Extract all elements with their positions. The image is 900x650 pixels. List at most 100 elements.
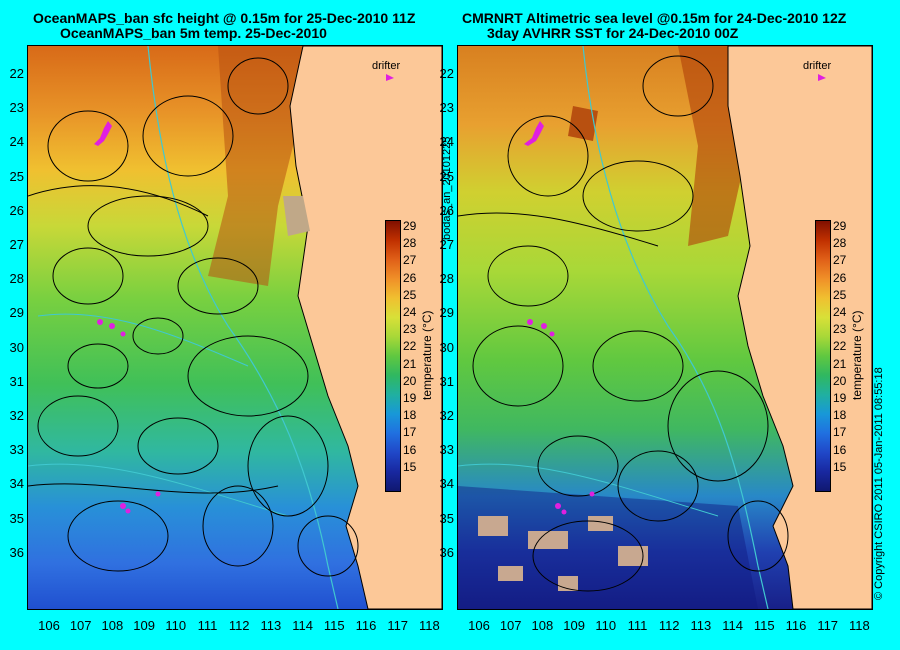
right-longitude-label: 113 [690, 618, 712, 633]
right-colorbar-tick: 19 [833, 391, 847, 405]
left-latitude-label: 23 [9, 100, 24, 116]
left-colorbar-tick: 18 [403, 408, 417, 423]
left-colorbar-tick: 22 [403, 339, 417, 354]
left-longitude-label: 113 [260, 618, 282, 633]
left-longitude-label: 108 [101, 618, 124, 633]
right-drifter-label: drifter [803, 60, 832, 72]
right-map-svg [458, 46, 872, 609]
left-colorbar-tick: 17 [403, 425, 417, 440]
left-longitude-label: 118 [419, 618, 440, 633]
left-colorbar-tick: 23 [403, 322, 417, 337]
left-colorbar-tick: 19 [403, 391, 417, 405]
right-latitude-label: 26 [439, 202, 454, 218]
left-longitude-label: 109 [133, 618, 155, 633]
right-latitude-label: 35 [439, 510, 454, 526]
left-colorbar-tick: 24 [403, 305, 417, 319]
right-colorbar [815, 220, 831, 492]
right-title-line2: 3day AVHRR SST for 24-Dec-2010 00Z [487, 25, 739, 41]
island-grey [283, 196, 310, 236]
left-longitude-label: 111 [197, 618, 218, 633]
left-colorbar-tick: 15 [403, 459, 417, 474]
left-colorbar-tick: 25 [403, 287, 417, 302]
right-colorbar-tick: 26 [833, 270, 847, 285]
left-latitude-label: 36 [9, 544, 24, 560]
left-title-line1: OceanMAPS_ban sfc height @ 0.15m for 25-… [33, 10, 416, 26]
left-title-line2: OceanMAPS_ban 5m temp. 25-Dec-2010 [60, 25, 327, 41]
isobath-line [147, 46, 339, 609]
left-longitude-label: 117 [387, 618, 409, 633]
left-latitude-label: 32 [9, 408, 24, 423]
left-longitude-label: 107 [69, 618, 92, 633]
left-colorbar-title: temperature (°C) [420, 310, 434, 401]
isobath-line [28, 463, 289, 517]
left-latitude-label: 24 [9, 134, 24, 150]
left-longitude-label: 110 [165, 618, 187, 633]
right-longitude-label: 109 [563, 618, 585, 633]
right-colorbar-tick: 21 [833, 356, 847, 371]
left-colorbar-tick: 26 [403, 270, 417, 285]
left-colorbar-tick: 16 [403, 442, 417, 457]
right-colorbar-title: temperature (°C) [850, 310, 864, 401]
left-latitude-label: 34 [9, 476, 24, 492]
right-colorbar-tick: 20 [833, 373, 847, 388]
left-longitude-label: 106 [38, 618, 60, 633]
right-latitude-label: 34 [439, 476, 454, 492]
right-longitude-label: 106 [468, 618, 490, 633]
right-latitude-label: 22 [439, 66, 454, 81]
right-colorbar-tick: 28 [833, 236, 847, 251]
right-longitude-label: 117 [817, 618, 839, 633]
left-longitude-label: 116 [355, 618, 377, 633]
left-latitude-label: 26 [9, 202, 24, 218]
right-longitude-label: 108 [531, 618, 554, 633]
right-latitude-label: 30 [439, 339, 454, 355]
left-latitude-label: 30 [9, 339, 24, 355]
left-drifter-label: drifter [372, 60, 401, 72]
left-colorbar-tick: 21 [403, 356, 417, 371]
right-longitude-label: 112 [658, 618, 680, 633]
right-map-panel [457, 45, 873, 610]
copyright-label: © Copyright CSIRO 2011 05-Jan-2011 08:55… [873, 367, 885, 600]
left-longitude-label: 115 [323, 618, 345, 633]
left-latitude-label: 28 [9, 271, 24, 287]
right-latitude-label: 27 [439, 237, 454, 252]
right-colorbar-tick: 15 [833, 459, 847, 474]
right-longitude-label: 111 [627, 618, 648, 633]
right-latitude-label: 33 [439, 442, 454, 458]
left-colorbar [385, 220, 401, 492]
left-map-svg [28, 46, 442, 609]
right-latitude-label: 25 [439, 168, 454, 184]
right-colorbar-tick: 16 [833, 442, 847, 457]
right-longitude-label: 114 [722, 618, 743, 633]
right-colorbar-tick: 24 [833, 305, 847, 319]
right-latitude-label: 31 [439, 373, 454, 389]
right-colorbar-tick: 25 [833, 287, 847, 302]
drifter-tracks [94, 74, 394, 514]
right-colorbar-tick: 27 [833, 253, 847, 268]
right-colorbar-tick: 18 [833, 408, 847, 423]
isobath-line [458, 463, 719, 517]
warm-patch [568, 106, 598, 141]
right-latitude-label: 29 [439, 305, 454, 321]
right-longitude-label: 118 [849, 618, 870, 633]
right-latitude-label: 32 [439, 408, 454, 423]
left-longitude-label: 114 [292, 618, 313, 633]
right-latitude-label: 36 [439, 544, 454, 560]
cold-water-patch [458, 486, 758, 609]
left-latitude-label: 35 [9, 510, 24, 526]
right-latitude-label: 24 [439, 134, 454, 150]
right-colorbar-tick: 17 [833, 425, 847, 440]
run-id-label: bodas_an_20101225 [441, 136, 453, 240]
left-latitude-label: 29 [9, 305, 24, 321]
right-longitude-label: 110 [595, 618, 617, 633]
left-latitude-label: 31 [9, 373, 24, 389]
left-latitude-label: 33 [9, 442, 24, 458]
isobath-line [582, 46, 769, 609]
left-colorbar-tick: 28 [403, 236, 417, 251]
right-longitude-label: 116 [785, 618, 807, 633]
left-colorbar-tick: 27 [403, 253, 417, 268]
sea-height-contours [458, 55, 789, 592]
left-colorbar-tick: 29 [403, 219, 417, 233]
land-mass [727, 46, 872, 609]
left-longitude-label: 112 [228, 618, 250, 633]
right-title-line1: CMRNRT Altimetric sea level @0.15m for 2… [462, 10, 847, 26]
